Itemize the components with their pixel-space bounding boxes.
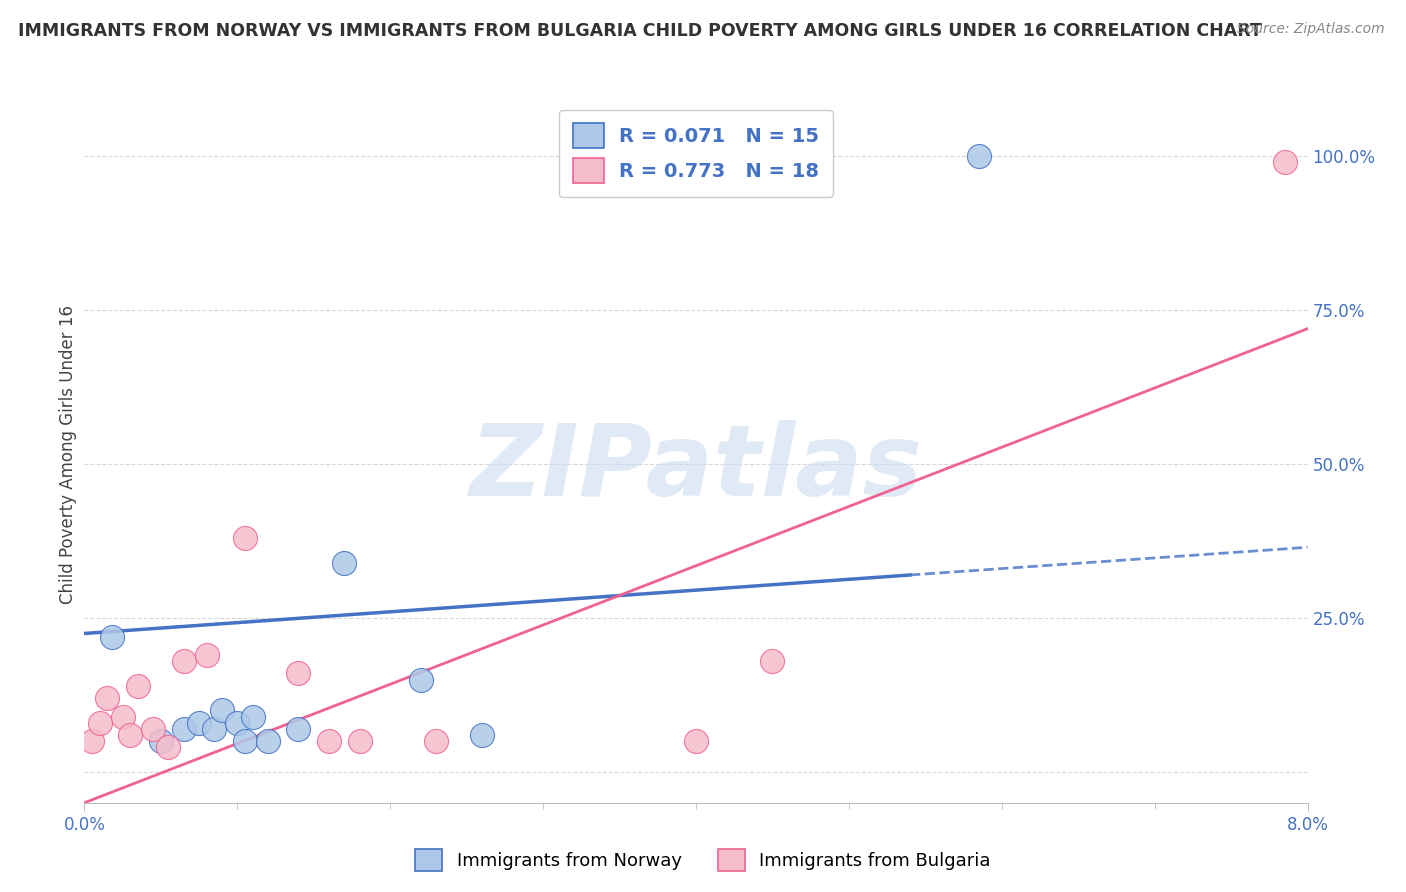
Point bbox=[195, 648, 218, 662]
Legend: Immigrants from Norway, Immigrants from Bulgaria: Immigrants from Norway, Immigrants from … bbox=[408, 842, 998, 879]
Point bbox=[211, 703, 233, 717]
Point bbox=[96, 691, 118, 706]
Point bbox=[287, 722, 309, 736]
Point bbox=[1274, 155, 1296, 169]
Point bbox=[233, 734, 256, 748]
Point bbox=[157, 740, 180, 755]
Text: ZIPatlas: ZIPatlas bbox=[470, 420, 922, 517]
Point bbox=[685, 734, 707, 748]
Point bbox=[409, 673, 432, 687]
Point bbox=[173, 722, 195, 736]
Point bbox=[120, 728, 142, 742]
Point bbox=[226, 715, 249, 730]
Text: IMMIGRANTS FROM NORWAY VS IMMIGRANTS FROM BULGARIA CHILD POVERTY AMONG GIRLS UND: IMMIGRANTS FROM NORWAY VS IMMIGRANTS FRO… bbox=[18, 22, 1263, 40]
Point bbox=[349, 734, 371, 748]
Point bbox=[127, 679, 149, 693]
Point bbox=[287, 666, 309, 681]
Point bbox=[149, 734, 172, 748]
Point bbox=[142, 722, 165, 736]
Text: Source: ZipAtlas.com: Source: ZipAtlas.com bbox=[1237, 22, 1385, 37]
Point bbox=[188, 715, 211, 730]
Point bbox=[242, 709, 264, 723]
Legend: R = 0.071   N = 15, R = 0.773   N = 18: R = 0.071 N = 15, R = 0.773 N = 18 bbox=[560, 110, 832, 197]
Point bbox=[761, 654, 783, 668]
Y-axis label: Child Poverty Among Girls Under 16: Child Poverty Among Girls Under 16 bbox=[59, 305, 77, 605]
Point bbox=[233, 531, 256, 545]
Point bbox=[80, 734, 103, 748]
Point bbox=[425, 734, 447, 748]
Point bbox=[111, 709, 134, 723]
Point bbox=[318, 734, 340, 748]
Point bbox=[101, 630, 124, 644]
Point bbox=[333, 556, 356, 570]
Point bbox=[471, 728, 494, 742]
Point bbox=[967, 149, 990, 163]
Point bbox=[257, 734, 280, 748]
Point bbox=[173, 654, 195, 668]
Point bbox=[202, 722, 225, 736]
Point bbox=[89, 715, 111, 730]
